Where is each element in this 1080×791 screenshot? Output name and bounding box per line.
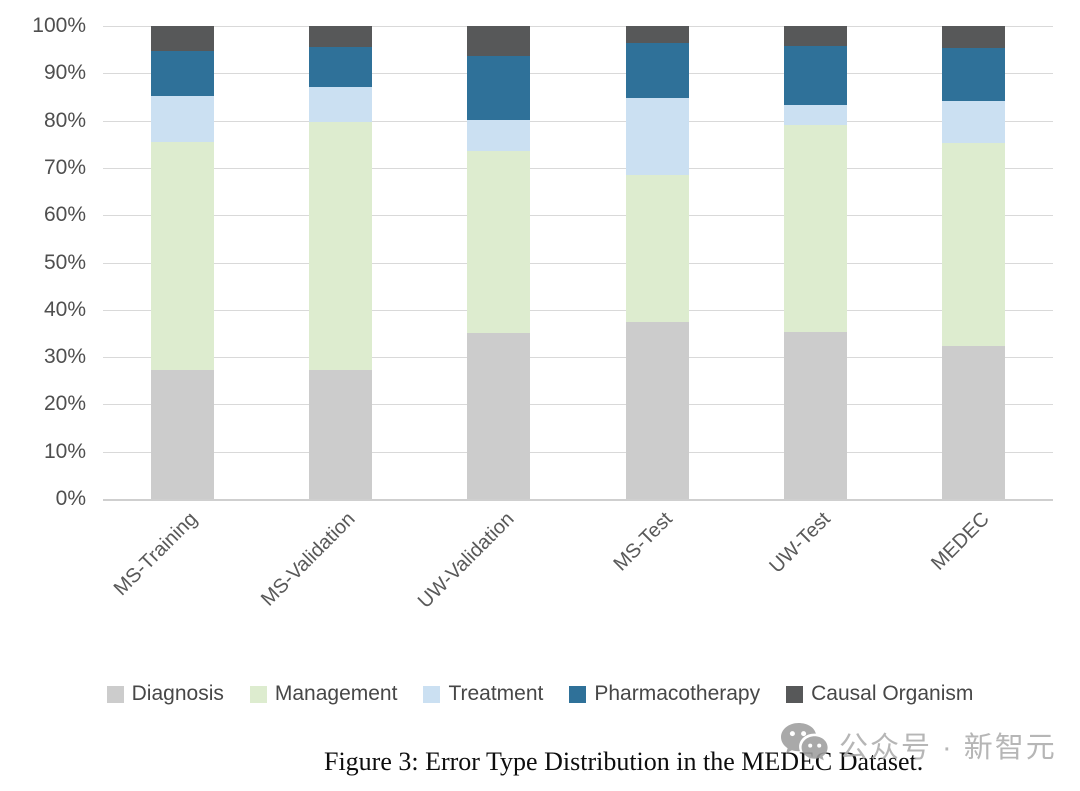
legend-swatch-icon bbox=[249, 685, 267, 703]
legend-label: Management bbox=[274, 682, 398, 705]
gridline bbox=[103, 309, 1053, 311]
bar-segment-causal-organism bbox=[150, 26, 214, 51]
gridline bbox=[103, 499, 1053, 501]
bar-segment-treatment bbox=[942, 100, 1006, 143]
bar-segment-pharmacotherapy bbox=[625, 42, 689, 99]
bar-segment-pharmacotherapy bbox=[467, 55, 531, 120]
legend-label: Causal Organism bbox=[811, 682, 974, 705]
gridline bbox=[103, 120, 1053, 122]
legend-label: Pharmacotherapy bbox=[594, 682, 761, 705]
legend-label: Diagnosis bbox=[131, 682, 224, 705]
gridline bbox=[103, 357, 1053, 359]
bar-UW-Validation bbox=[467, 26, 531, 499]
y-tick-label: 90% bbox=[43, 61, 86, 85]
legend-swatch-icon bbox=[106, 685, 124, 703]
legend-item-pharmacotherapy: Pharmacotherapy bbox=[569, 682, 760, 706]
legend-item-management: Management bbox=[249, 682, 398, 706]
gridline bbox=[103, 73, 1053, 75]
legend-swatch-icon bbox=[786, 685, 804, 703]
bar-segment-diagnosis bbox=[784, 331, 847, 499]
x-axis-label-MS-Validation: MS-Validation bbox=[257, 508, 361, 611]
bar-segment-pharmacotherapy bbox=[942, 47, 1006, 101]
y-tick-label: 0% bbox=[55, 487, 86, 510]
gridline bbox=[103, 404, 1053, 406]
bar-segment-diagnosis bbox=[467, 333, 531, 499]
legend-swatch-icon bbox=[569, 685, 587, 703]
y-tick-label: 10% bbox=[43, 439, 86, 463]
chart-legend: Diagnosis Management Treatment Pharmacother… bbox=[0, 682, 1080, 706]
bar-segment-diagnosis bbox=[625, 322, 689, 499]
bar-segment-diagnosis bbox=[942, 345, 1006, 499]
bar-segment-management bbox=[309, 121, 372, 370]
bar-segment-treatment bbox=[784, 105, 847, 126]
bar-segment-treatment bbox=[309, 86, 372, 122]
y-tick-label: 40% bbox=[43, 297, 86, 321]
wechat-icon bbox=[779, 721, 829, 768]
legend-label: Treatment bbox=[448, 682, 544, 705]
y-tick-label: 30% bbox=[43, 345, 86, 369]
gridline bbox=[103, 262, 1053, 264]
legend-item-treatment: Treatment bbox=[423, 682, 543, 706]
watermark-text: 公众号 · 新智元 bbox=[839, 731, 1057, 764]
bar-segment-treatment bbox=[150, 96, 214, 142]
bar-segment-causal-organism bbox=[784, 26, 847, 46]
gridline bbox=[103, 167, 1053, 169]
bar-UW-Test bbox=[784, 26, 847, 499]
bar-MS-Validation bbox=[309, 26, 372, 499]
x-axis-label-MS-Training: MS-Training bbox=[109, 508, 202, 601]
bar-segment-management bbox=[784, 125, 847, 332]
bar-segment-causal-organism bbox=[467, 26, 531, 56]
bar-segment-management bbox=[467, 150, 531, 334]
y-tick-label: 60% bbox=[43, 203, 86, 227]
bar-segment-treatment bbox=[467, 119, 531, 151]
bar-segment-causal-organism bbox=[309, 26, 372, 48]
bar-segment-pharmacotherapy bbox=[784, 45, 847, 106]
bar-segment-diagnosis bbox=[309, 369, 372, 499]
legend-swatch-icon bbox=[423, 685, 441, 703]
gridline bbox=[103, 215, 1053, 217]
bar-segment-pharmacotherapy bbox=[150, 50, 214, 97]
y-tick-label: 70% bbox=[43, 155, 86, 179]
x-axis-label-UW-Validation: UW-Validation bbox=[413, 508, 519, 613]
y-tick-label: 80% bbox=[43, 108, 86, 132]
bar-segment-pharmacotherapy bbox=[309, 47, 372, 87]
bar-segment-management bbox=[942, 142, 1006, 346]
bar-segment-causal-organism bbox=[942, 26, 1006, 48]
bar-MEDEC bbox=[942, 26, 1006, 499]
bar-MS-Test bbox=[625, 26, 689, 499]
legend-item-diagnosis: Diagnosis bbox=[106, 682, 224, 706]
bar-segment-management bbox=[150, 141, 214, 370]
bar-MS-Training bbox=[150, 26, 214, 499]
gridline bbox=[103, 451, 1053, 453]
legend-item-causal-organism: Causal Organism bbox=[786, 682, 973, 706]
y-tick-label: 20% bbox=[43, 392, 86, 416]
x-axis-label-UW-Test: UW-Test bbox=[765, 508, 836, 578]
watermark: 公众号 · 新智元 bbox=[779, 721, 1057, 768]
gridline bbox=[103, 26, 1053, 27]
bar-segment-causal-organism bbox=[625, 26, 689, 43]
y-tick-label: 100% bbox=[32, 14, 86, 37]
y-tick-label: 50% bbox=[43, 250, 86, 274]
bar-segment-management bbox=[625, 175, 689, 323]
bar-segment-diagnosis bbox=[150, 369, 214, 499]
x-axis-label-MEDEC: MEDEC bbox=[926, 508, 994, 575]
x-axis-label-MS-Test: MS-Test bbox=[609, 508, 677, 576]
bar-segment-treatment bbox=[625, 98, 689, 176]
